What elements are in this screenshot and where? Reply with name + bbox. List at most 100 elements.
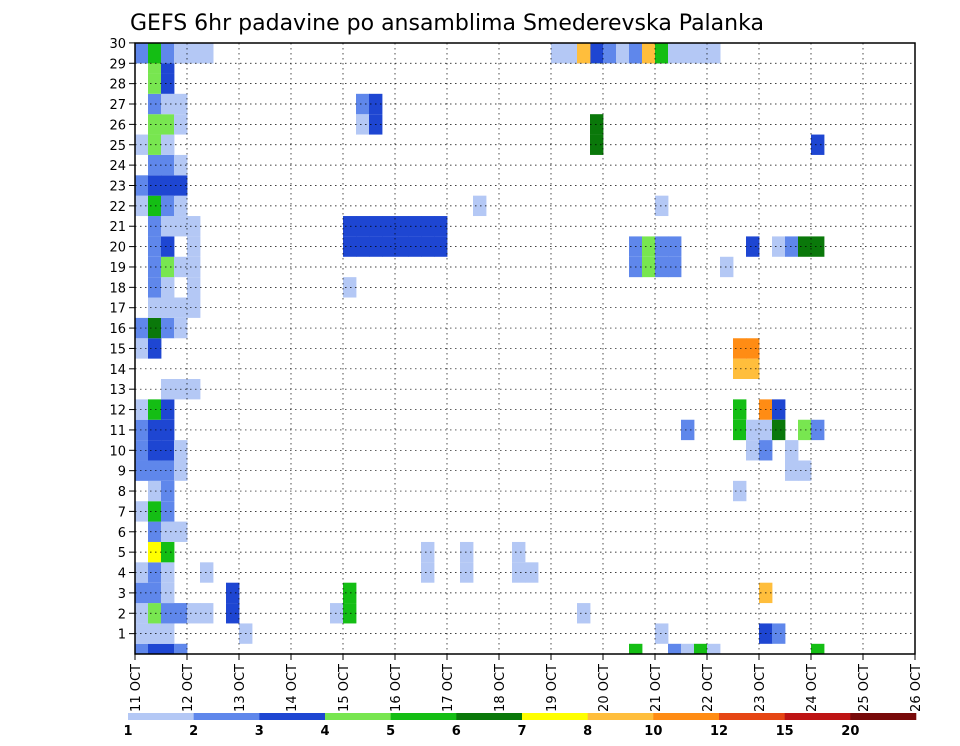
y-tick-label: 28 bbox=[109, 78, 126, 93]
precip-cell bbox=[148, 277, 162, 298]
x-tick-label: 26 OCT bbox=[909, 664, 924, 712]
precip-cell bbox=[668, 43, 682, 64]
precip-cell bbox=[473, 195, 487, 217]
precip-cell bbox=[161, 379, 175, 400]
precip-cell bbox=[148, 562, 162, 583]
y-tick-label: 13 bbox=[109, 383, 126, 398]
precip-cell bbox=[655, 43, 669, 64]
y-tick-label: 2 bbox=[118, 607, 126, 622]
legend-label: 1 bbox=[123, 724, 132, 739]
precip-cell bbox=[746, 419, 760, 441]
precip-cell bbox=[161, 582, 175, 604]
x-axis: 11 OCT 12 OCT 13 OCT 14 OCT 15 OCT 16 OCT 17 O… bbox=[129, 654, 924, 712]
precip-cell bbox=[785, 460, 799, 481]
precip-cell bbox=[655, 623, 669, 644]
precip-cell bbox=[148, 134, 162, 155]
precip-cell bbox=[161, 643, 175, 654]
x-tick-label: 17 OCT bbox=[441, 664, 456, 712]
precip-cell bbox=[746, 338, 760, 359]
y-tick-label: 7 bbox=[118, 505, 126, 520]
precip-cell bbox=[564, 43, 578, 64]
precip-cell bbox=[135, 603, 149, 624]
legend-swatch bbox=[390, 713, 457, 720]
y-tick-label: 10 bbox=[109, 444, 126, 459]
y-tick-label: 12 bbox=[109, 404, 126, 419]
y-tick-label: 21 bbox=[109, 220, 126, 235]
precip-cell bbox=[135, 43, 149, 64]
precip-cell bbox=[798, 236, 812, 257]
precip-cell bbox=[187, 216, 201, 237]
legend-swatch bbox=[653, 713, 720, 720]
legend-swatch bbox=[193, 713, 260, 720]
precip-cell bbox=[681, 643, 695, 654]
precip-cell bbox=[135, 623, 149, 644]
precip-cell bbox=[174, 643, 188, 654]
precip-cell bbox=[187, 603, 201, 624]
precip-cell bbox=[135, 501, 149, 522]
y-tick-label: 29 bbox=[109, 57, 126, 72]
precip-cell bbox=[161, 501, 175, 522]
precip-cell bbox=[148, 114, 162, 135]
precip-cell bbox=[161, 297, 175, 318]
precip-cell bbox=[148, 643, 162, 654]
precip-cell bbox=[642, 256, 656, 278]
precip-cell bbox=[655, 256, 669, 278]
x-tick-label: 13 OCT bbox=[233, 664, 248, 712]
precip-cell bbox=[161, 175, 175, 196]
legend-label: 6 bbox=[452, 724, 461, 739]
y-tick-label: 19 bbox=[109, 261, 126, 276]
precip-cell bbox=[356, 93, 370, 115]
precip-cell bbox=[629, 643, 643, 654]
x-tick-label: 11 OCT bbox=[129, 664, 144, 712]
legend-swatch bbox=[325, 713, 391, 720]
x-tick-label: 25 OCT bbox=[857, 664, 872, 712]
precip-cell bbox=[200, 43, 214, 64]
precip-cell bbox=[668, 236, 682, 257]
precip-cell bbox=[395, 236, 409, 257]
precip-cell bbox=[161, 521, 175, 542]
precip-cell bbox=[148, 440, 162, 461]
precip-cell bbox=[135, 317, 149, 339]
precip-cell bbox=[226, 603, 240, 624]
precip-cell bbox=[161, 73, 175, 94]
precip-cell bbox=[135, 643, 149, 654]
precip-cell bbox=[356, 216, 370, 237]
grid-layer bbox=[135, 42, 915, 654]
precip-cell bbox=[148, 216, 162, 237]
precip-cell bbox=[811, 236, 825, 257]
precip-cell bbox=[746, 440, 760, 461]
y-tick-label: 4 bbox=[118, 567, 126, 582]
y-tick-label: 18 bbox=[109, 281, 126, 296]
legend-swatch bbox=[259, 713, 326, 720]
legend-label: 20 bbox=[841, 724, 859, 739]
y-tick-label: 20 bbox=[109, 241, 126, 256]
precip-cell bbox=[330, 603, 344, 624]
precip-cell bbox=[135, 562, 149, 583]
precip-cell bbox=[135, 419, 149, 441]
precip-cell bbox=[707, 643, 721, 654]
legend-label: 10 bbox=[644, 724, 662, 739]
precip-cell bbox=[772, 623, 786, 644]
y-tick-label: 23 bbox=[109, 179, 126, 194]
precip-cell bbox=[408, 216, 422, 237]
precip-cell bbox=[135, 134, 149, 155]
precip-cell bbox=[148, 154, 162, 176]
legend-swatch bbox=[587, 713, 654, 720]
precip-cell bbox=[161, 114, 175, 135]
precip-cell bbox=[161, 195, 175, 217]
x-tick-label: 16 OCT bbox=[389, 664, 404, 712]
y-tick-label: 9 bbox=[118, 465, 126, 480]
precip-cell bbox=[642, 43, 656, 64]
legend-swatch bbox=[522, 713, 588, 720]
precip-cell bbox=[746, 236, 760, 257]
precip-cell bbox=[148, 256, 162, 278]
precip-cell bbox=[694, 43, 708, 64]
precip-cell bbox=[382, 216, 396, 237]
precip-cell bbox=[135, 338, 149, 359]
x-tick-label: 20 OCT bbox=[597, 664, 612, 712]
y-tick-label: 5 bbox=[118, 546, 126, 561]
precip-cell bbox=[343, 582, 357, 604]
precip-cell bbox=[148, 317, 162, 339]
precip-cell bbox=[161, 419, 175, 441]
